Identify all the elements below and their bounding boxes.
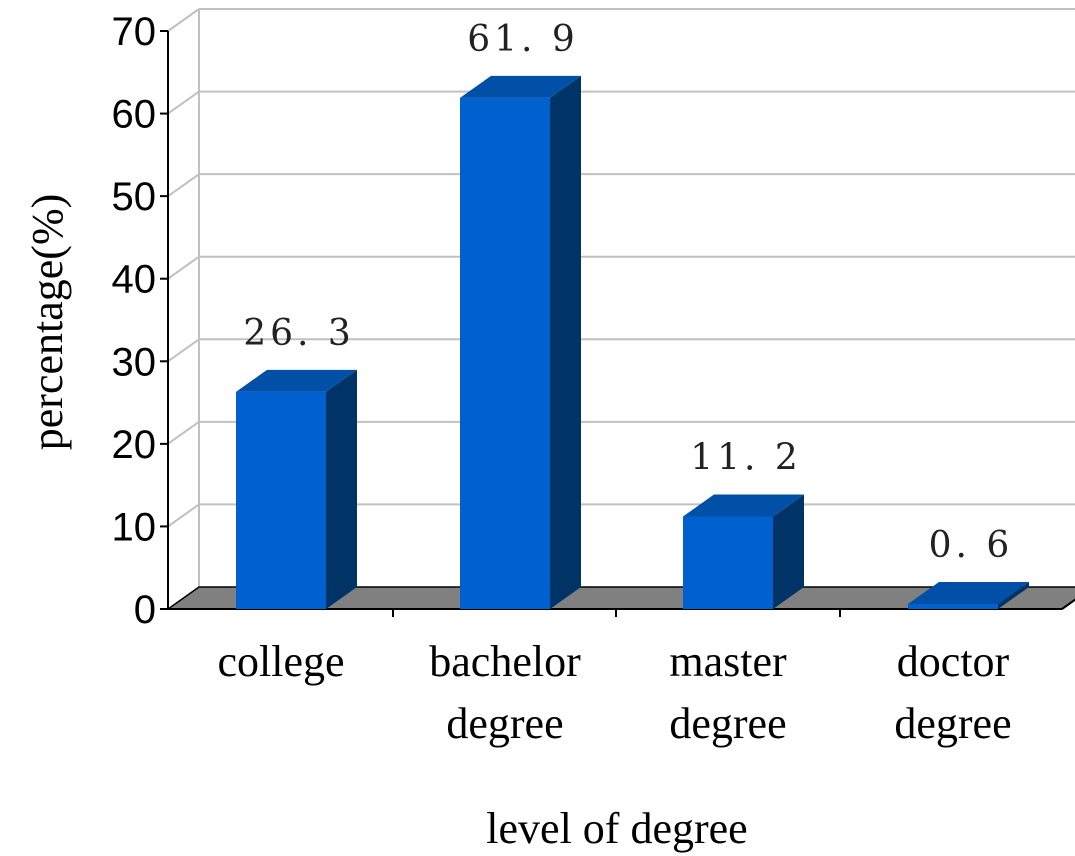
bar-top: [236, 369, 357, 392]
y-tick-label: 30: [112, 340, 157, 384]
bar-side: [998, 582, 1029, 609]
category-label-line: bachelor: [429, 637, 581, 686]
gridline-depth: [167, 503, 200, 528]
category-label-line: degree: [669, 699, 786, 748]
category-label-line: college: [217, 637, 344, 686]
gridline-depth: [167, 173, 200, 197]
bar: [236, 369, 357, 609]
category-label-line: master: [669, 637, 787, 686]
bar-front: [908, 604, 998, 609]
gridline-depth: [167, 338, 200, 363]
y-tick-label: 70: [112, 10, 157, 54]
bar: [908, 582, 1029, 609]
bar-front: [460, 97, 550, 609]
category-label: doctor degree: [894, 637, 1011, 748]
gridline-depth: [167, 421, 200, 445]
gridline-depth: [167, 90, 200, 115]
data-label: 61. 9: [467, 19, 579, 60]
category-label: college: [217, 637, 344, 686]
labels: 0 10 20 30 40 50 60 70 26. 3 61. 9 11. 2 0. 6 colleg…: [112, 10, 1014, 748]
category-label-line: degree: [894, 699, 1011, 748]
bar-top: [683, 494, 804, 517]
category-label: bachelor degree: [429, 637, 581, 748]
gridline-depth: [167, 8, 200, 32]
data-label: 0. 6: [929, 525, 1014, 566]
y-tick-label: 50: [112, 175, 157, 219]
category-label-line: degree: [446, 699, 563, 748]
bar-front: [236, 391, 326, 609]
y-tick-label: 20: [112, 423, 157, 467]
category-label-line: doctor: [897, 637, 1010, 686]
category-label: master degree: [669, 637, 787, 748]
bar-side: [550, 75, 581, 609]
bar-top: [460, 75, 581, 98]
y-tick-label: 40: [112, 258, 157, 302]
bar: [460, 75, 581, 609]
bar-side: [773, 494, 804, 609]
bar-side: [326, 369, 357, 609]
y-tick-label: 0: [134, 588, 156, 632]
y-axis-title: percentage(%): [23, 194, 72, 450]
data-label: 26. 3: [243, 313, 355, 354]
gridline-depth: [167, 255, 200, 280]
y-tick-label: 10: [112, 505, 157, 549]
bar-top: [908, 582, 1029, 605]
y-tick-label: 60: [112, 93, 157, 137]
bar-front: [683, 516, 773, 609]
x-axis-title: level of degree: [486, 804, 747, 853]
data-label: 11. 2: [690, 438, 802, 479]
bars: [236, 75, 1029, 609]
bar: [683, 494, 804, 609]
